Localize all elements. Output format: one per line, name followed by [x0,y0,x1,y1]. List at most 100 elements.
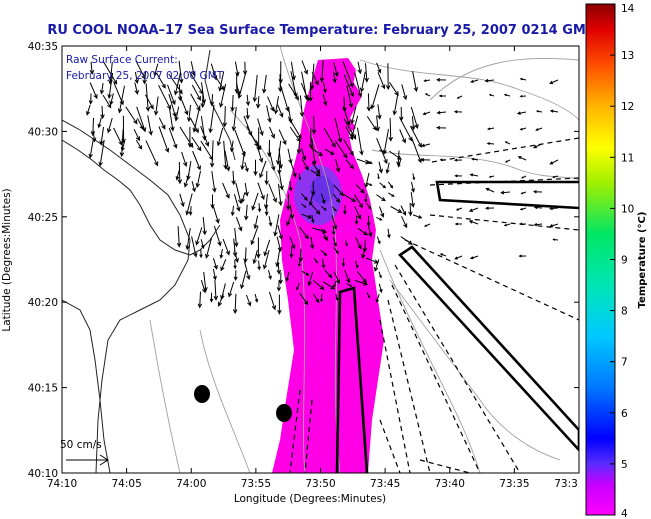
current-vector [422,111,431,116]
current-vector [244,261,251,281]
current-vector [133,128,140,142]
current-vector [319,60,325,83]
current-vector [257,118,264,137]
colorbar-tick-label: 10 [621,203,634,215]
current-vector [342,106,351,126]
current-vector [233,193,241,212]
colorbar: 4 5 6 7 8 9 10 11 12 13 14 Temperature (°C) [585,3,648,519]
current-vector [257,203,262,213]
current-vector [333,271,340,285]
current-vector [355,260,359,269]
current-vector [252,249,258,265]
current-vector [549,223,559,228]
current-vector [335,159,341,173]
current-vector [378,283,383,294]
current-vector [519,222,527,226]
current-vector [533,206,543,210]
current-vector [321,193,326,205]
y-tick-label: 40:35 [28,41,58,53]
current-vector [298,173,302,181]
current-vector [301,158,309,171]
current-vector [181,151,188,168]
current-vector [257,182,265,201]
current-vector [191,181,196,193]
current-vector [311,181,316,197]
current-vector [354,206,362,220]
current-vector [520,191,527,195]
current-vector [262,249,270,270]
current-vector [234,61,240,77]
current-vector [345,126,354,141]
current-vector [356,271,368,284]
current-vector [243,247,248,264]
current-vector [346,85,354,109]
current-vector [484,78,495,83]
current-vector [401,84,408,101]
current-vector [231,170,236,186]
current-vector [388,192,395,197]
current-vector [453,158,463,162]
current-vector [289,126,301,143]
current-vector [287,116,302,140]
current-vector [268,269,272,280]
current-vector [99,83,105,95]
current-vector [375,294,380,304]
current-vector [333,184,344,197]
current-vector [436,77,447,82]
current-vector [234,228,239,248]
current-vector [412,173,416,181]
current-vector [312,279,325,291]
x-tick-label: 73:45 [370,478,400,490]
current-vector [254,293,259,303]
current-vector [268,216,273,227]
current-vector [168,93,177,118]
current-vector [223,140,228,170]
current-vector [259,160,267,179]
current-vector [286,214,292,227]
current-vector [208,104,215,134]
current-vector [322,236,329,241]
current-vector [311,162,321,175]
current-vector [102,61,118,85]
radar-range-lines [289,137,579,473]
current-vector [311,115,317,135]
current-vector [439,253,447,257]
current-annotation-line2: February 25, 2007 02:00 GMT [66,70,224,82]
current-vector [332,193,341,203]
current-vector [179,94,189,116]
current-vector [355,237,362,250]
y-axis: 40:35 40:30 40:25 40:20 40:15 40:10 Latitude … [1,41,579,480]
current-vector [297,259,301,267]
colorbar-tick-label: 11 [621,152,634,164]
y-tick-label: 40:15 [28,383,58,395]
current-vector [471,157,479,161]
current-vector [335,293,339,301]
current-vector [324,148,335,155]
x-tick-label: 73:3 [554,478,578,490]
current-vector [532,190,543,194]
current-vector [192,150,201,171]
current-vector [455,207,463,211]
current-vector [387,228,391,239]
current-vector [400,205,407,216]
current-vector [323,128,336,148]
y-tick-label: 40:25 [28,212,58,224]
current-vector [301,203,307,208]
current-vector [167,84,176,106]
current-vector [401,216,408,229]
current-vector [409,125,422,148]
current-vector [332,71,337,84]
current-vector [376,62,382,74]
current-vector [355,184,365,194]
current-vector [549,159,559,165]
current-vector [454,174,463,178]
current-vector [519,77,527,81]
current-vector [535,110,543,113]
current-vector [342,61,354,88]
current-vector [288,181,293,192]
current-vector [268,183,277,203]
current-vector [376,236,381,245]
current-vector [322,281,336,290]
buoy-marker [276,404,292,422]
current-vector [191,136,202,152]
